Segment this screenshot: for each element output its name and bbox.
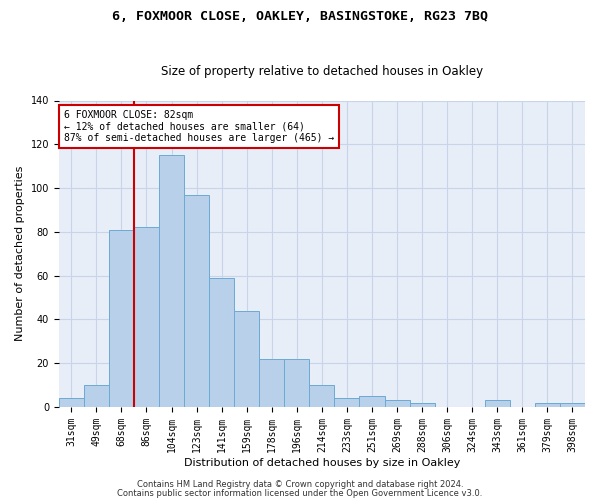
Bar [159, 155, 184, 407]
Text: 6, FOXMOOR CLOSE, OAKLEY, BASINGSTOKE, RG23 7BQ: 6, FOXMOOR CLOSE, OAKLEY, BASINGSTOKE, R… [112, 10, 488, 23]
Title: Size of property relative to detached houses in Oakley: Size of property relative to detached ho… [161, 66, 483, 78]
Bar [284, 359, 310, 407]
Text: 6 FOXMOOR CLOSE: 82sqm
← 12% of detached houses are smaller (64)
87% of semi-det: 6 FOXMOOR CLOSE: 82sqm ← 12% of detached… [64, 110, 334, 143]
Y-axis label: Number of detached properties: Number of detached properties [15, 166, 25, 342]
Bar [485, 400, 510, 407]
Bar [234, 310, 259, 407]
Bar [385, 400, 410, 407]
Bar [560, 402, 585, 407]
Bar [310, 385, 334, 407]
Text: Contains HM Land Registry data © Crown copyright and database right 2024.: Contains HM Land Registry data © Crown c… [137, 480, 463, 489]
Bar [535, 402, 560, 407]
Bar [84, 385, 109, 407]
Bar [259, 359, 284, 407]
X-axis label: Distribution of detached houses by size in Oakley: Distribution of detached houses by size … [184, 458, 460, 468]
Bar [109, 230, 134, 407]
Bar [334, 398, 359, 407]
Bar [134, 228, 159, 407]
Bar [59, 398, 84, 407]
Bar [359, 396, 385, 407]
Bar [410, 402, 434, 407]
Bar [209, 278, 234, 407]
Text: Contains public sector information licensed under the Open Government Licence v3: Contains public sector information licen… [118, 489, 482, 498]
Bar [184, 194, 209, 407]
